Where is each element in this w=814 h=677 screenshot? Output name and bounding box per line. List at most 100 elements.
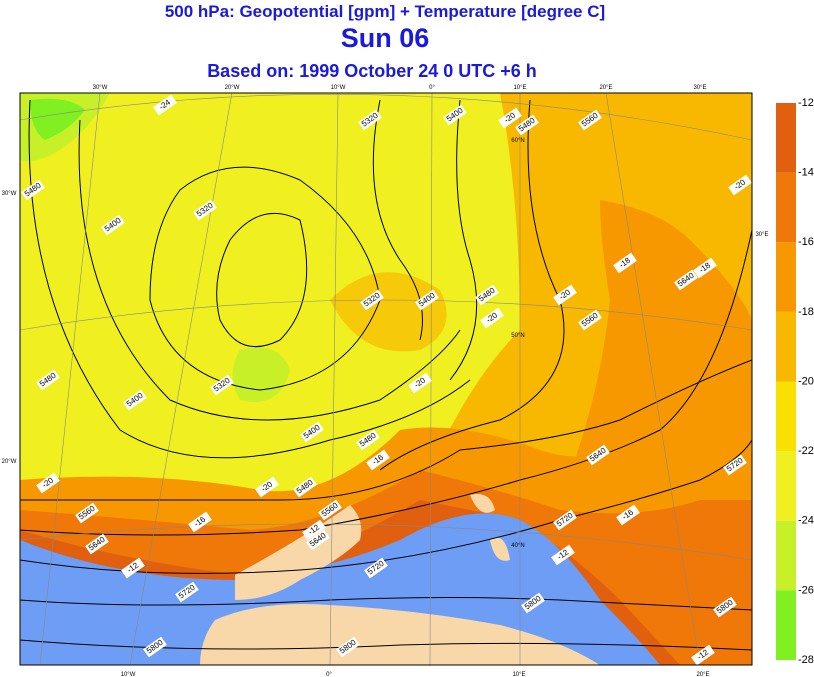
colorbar-band — [776, 590, 796, 660]
graticule-label: 30°E — [755, 232, 768, 238]
graticule-label: 0° — [326, 672, 332, 677]
colorbar-band — [776, 103, 796, 173]
contour-label-box — [408, 372, 432, 394]
contour-label-box — [515, 114, 539, 136]
contour-label-box — [728, 174, 752, 196]
contour-label-box — [498, 107, 522, 129]
contour-label-box — [85, 533, 109, 555]
contour-label-box — [255, 476, 279, 498]
graticule-label: 30°W — [93, 85, 108, 91]
contour-label: -20 — [498, 107, 522, 129]
contour-label-box — [578, 109, 602, 131]
contour-label-box — [175, 581, 199, 603]
contour-label: -24 — [153, 94, 177, 116]
colorbar-label: -14 — [798, 167, 814, 179]
title: 500 hPa: Geopotential [gpm] + Temperatur… — [165, 2, 605, 21]
colorbar-band — [776, 242, 796, 312]
base-time: Based on: 1999 October 24 0 UTC +6 h — [207, 61, 537, 81]
contour-label-box — [356, 429, 380, 451]
contour-label: -18 — [613, 252, 637, 274]
contour-label-box — [101, 214, 125, 236]
graticule-label: 50°N — [511, 333, 524, 339]
contour-label-box — [553, 284, 577, 306]
colorbar-label: -24 — [798, 515, 814, 527]
contour-label-box — [613, 252, 637, 274]
colorbar-band — [776, 311, 796, 382]
colorbar-label: -26 — [798, 584, 814, 596]
contour-label-box — [723, 454, 747, 476]
contour-label-box — [36, 369, 60, 391]
contour-label: -12 — [121, 557, 145, 579]
contour-label-box — [188, 511, 212, 533]
contour-label-box — [691, 644, 715, 665]
graticule-label: 10°W — [331, 85, 346, 91]
colorbar-label: -22 — [798, 445, 814, 457]
graticule-label: 30°E — [693, 85, 706, 91]
contour-label: -20 — [408, 372, 432, 394]
contour-label-box — [123, 389, 147, 411]
contour-label-box — [366, 449, 390, 471]
contour-label: -12 — [551, 544, 575, 566]
contour-label-box — [443, 104, 467, 126]
contour-label: -18 — [693, 257, 717, 279]
colorbar-label: -28 — [798, 654, 814, 666]
contour-label-box — [36, 472, 60, 494]
contour-label-box — [551, 544, 575, 566]
graticule-labels: 30°W 20°W 10°W 0° 10°E 20°E 30°E 30°W 20°W 30°E 60… — [2, 85, 769, 677]
contour-label-box — [306, 529, 330, 551]
graticule-label: 10°E — [512, 672, 525, 677]
contour-label-box — [674, 269, 698, 291]
contour-label-box — [475, 284, 499, 306]
colorbar-label: -12 — [798, 97, 814, 109]
contour-label-box — [210, 374, 234, 396]
contour-label-box — [193, 199, 217, 221]
graticule-label: 10°W — [121, 672, 136, 677]
colorbar-band — [776, 381, 796, 452]
colorbar: -12 -14 -16 -18 -20 -22 -24 -26 -28 — [776, 97, 814, 666]
contour-label: -20 — [553, 284, 577, 306]
contour-label-box — [318, 499, 342, 521]
contour-label-box — [143, 636, 167, 658]
contour-label-box — [586, 444, 610, 466]
colorbar-label: -20 — [798, 375, 814, 387]
day: Sun 06 — [341, 23, 430, 53]
contour-label-box — [553, 509, 577, 531]
contour-label-box — [364, 557, 388, 579]
colorbar-band — [776, 520, 796, 591]
contour-label-box — [121, 557, 145, 579]
graticule-label: 40°N — [511, 543, 524, 549]
graticule-label: 20°W — [225, 85, 240, 91]
graticule-label: 20°E — [696, 672, 709, 677]
contour-label-box — [293, 476, 317, 498]
graticule-label: 0° — [429, 85, 435, 91]
colorbar-band — [776, 451, 796, 521]
graticule-label: 20°W — [2, 459, 17, 465]
graticule-label: 10°E — [513, 85, 526, 91]
contour-label-box — [415, 289, 439, 311]
graticule-label: 60°N — [511, 138, 524, 144]
map-frame — [19, 92, 753, 666]
contour-label: -16 — [366, 449, 390, 471]
contour-label: -12 — [302, 519, 326, 541]
contour-label: -20 — [480, 307, 504, 329]
contour-label-box — [153, 94, 177, 116]
colorbar-label: -16 — [798, 236, 814, 248]
contour-label: -12 — [691, 644, 715, 665]
contour-label: -20 — [728, 174, 752, 196]
contour-label: -16 — [188, 511, 212, 533]
contour-label-box — [578, 309, 602, 331]
graticule-label: 30°W — [2, 191, 17, 197]
contour-label-box — [616, 504, 640, 526]
contour-label-box — [480, 307, 504, 329]
contour-label: -16 — [616, 504, 640, 526]
contour-label: -20 — [255, 476, 279, 498]
contour-label-box — [358, 109, 382, 131]
contour-label-box — [75, 502, 99, 524]
contour-label-box — [302, 519, 326, 541]
contour-label-box — [360, 289, 384, 311]
colorbar-label: -18 — [798, 306, 814, 318]
contour-label-box — [336, 636, 360, 658]
graticule-label: 20°E — [599, 85, 612, 91]
